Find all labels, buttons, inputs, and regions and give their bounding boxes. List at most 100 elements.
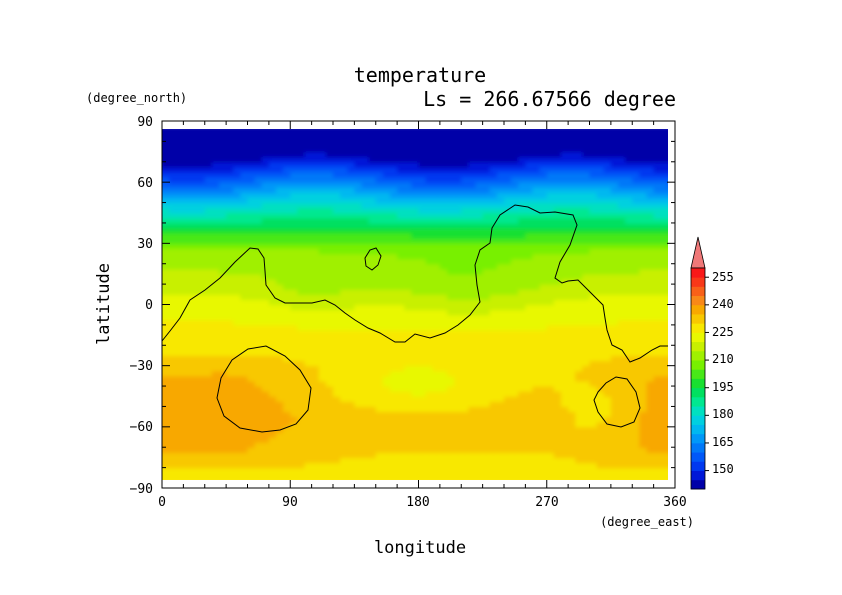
heatmap-cell xyxy=(233,452,241,459)
heatmap-cell xyxy=(325,258,334,265)
heatmap-cell xyxy=(347,462,355,469)
heatmap-cell xyxy=(361,233,370,239)
heatmap-cell xyxy=(596,314,605,321)
heatmap-cell xyxy=(468,202,477,209)
heatmap-cell xyxy=(233,202,241,209)
heatmap-cell xyxy=(575,233,583,239)
heatmap-cell xyxy=(219,141,227,148)
heatmap-cell xyxy=(511,289,519,295)
heatmap-cell xyxy=(546,299,555,306)
heatmap-cell xyxy=(482,391,491,397)
heatmap-cell xyxy=(418,421,427,428)
heatmap-cell xyxy=(162,202,163,209)
heatmap-cell xyxy=(525,340,534,346)
heatmap-cell xyxy=(169,360,177,367)
heatmap-cell xyxy=(589,192,598,199)
heatmap-cell xyxy=(553,386,562,392)
heatmap-cell xyxy=(646,467,655,474)
heatmap-cell xyxy=(418,391,427,397)
heatmap-cell xyxy=(347,197,355,204)
heatmap-cell xyxy=(254,319,263,326)
heatmap-cell xyxy=(411,233,420,239)
heatmap-cell xyxy=(411,452,420,459)
heatmap-cell xyxy=(169,228,177,234)
heatmap-cell xyxy=(568,248,576,255)
heatmap-cell xyxy=(276,202,284,209)
heatmap-cell xyxy=(603,360,612,367)
heatmap-cell xyxy=(375,151,384,158)
heatmap-cell xyxy=(518,294,526,301)
heatmap-cell xyxy=(496,370,505,377)
heatmap-cell xyxy=(461,391,469,397)
heatmap-cell xyxy=(632,166,640,173)
heatmap-cell xyxy=(589,319,598,326)
heatmap-cell xyxy=(311,228,320,234)
heatmap-cell xyxy=(176,212,184,219)
heatmap-cell xyxy=(418,447,427,453)
heatmap-cell xyxy=(340,141,348,148)
heatmap-cell xyxy=(390,233,398,239)
heatmap-cell xyxy=(496,324,505,331)
heatmap-cell xyxy=(347,146,355,153)
heatmap-cell xyxy=(411,345,420,351)
heatmap-cell xyxy=(268,161,277,168)
heatmap-cell xyxy=(290,380,298,387)
heatmap-cell xyxy=(311,207,320,214)
heatmap-cell xyxy=(553,248,562,255)
heatmap-cell xyxy=(496,207,505,214)
heatmap-cell xyxy=(254,309,263,316)
heatmap-cell xyxy=(354,472,363,479)
heatmap-cell xyxy=(411,197,420,204)
heatmap-cell xyxy=(504,182,512,188)
heatmap-cell xyxy=(468,243,477,250)
heatmap-cell xyxy=(603,380,612,387)
heatmap-cell xyxy=(382,273,391,280)
heatmap-cell xyxy=(176,406,184,413)
heatmap-cell xyxy=(268,294,277,301)
heatmap-cell xyxy=(226,457,234,464)
heatmap-cell xyxy=(254,355,263,362)
heatmap-cell xyxy=(304,177,313,183)
heatmap-cell xyxy=(240,156,249,163)
heatmap-cell xyxy=(183,192,192,199)
heatmap-cell xyxy=(482,258,491,265)
heatmap-cell xyxy=(247,182,256,188)
heatmap-cell xyxy=(162,166,163,173)
heatmap-cell xyxy=(447,421,455,428)
heatmap-cell xyxy=(290,228,298,234)
heatmap-cell xyxy=(475,355,484,362)
heatmap-cell xyxy=(432,202,441,209)
heatmap-cell xyxy=(475,129,484,132)
heatmap-cell xyxy=(311,375,320,382)
heatmap-cell xyxy=(382,279,391,285)
heatmap-cell xyxy=(418,309,427,316)
heatmap-cell xyxy=(639,426,648,433)
heatmap-cell xyxy=(375,284,384,290)
heatmap-cell xyxy=(311,273,320,280)
heatmap-cell xyxy=(162,197,163,204)
heatmap-cell xyxy=(354,161,363,168)
heatmap-cell xyxy=(582,192,591,199)
heatmap-cell xyxy=(553,462,562,469)
heatmap-cell xyxy=(618,324,626,331)
heatmap-cell xyxy=(411,289,420,295)
heatmap-cell xyxy=(404,233,412,239)
heatmap-cell xyxy=(197,375,206,382)
heatmap-cell xyxy=(390,207,398,214)
heatmap-cell xyxy=(568,335,576,341)
heatmap-cell xyxy=(382,345,391,351)
heatmap-cell xyxy=(162,477,170,480)
heatmap-cell xyxy=(283,324,291,331)
heatmap-cell xyxy=(532,166,541,173)
heatmap-cell xyxy=(183,141,192,148)
heatmap-cell xyxy=(247,431,256,438)
heatmap-cell xyxy=(197,319,206,326)
heatmap-cell xyxy=(589,472,598,479)
heatmap-cell xyxy=(162,263,170,270)
heatmap-cell xyxy=(618,467,626,474)
heatmap-cell xyxy=(268,447,277,453)
heatmap-cell xyxy=(318,421,327,428)
heatmap-cell xyxy=(176,171,184,178)
heatmap-cell xyxy=(447,279,455,285)
heatmap-cell xyxy=(162,355,170,362)
